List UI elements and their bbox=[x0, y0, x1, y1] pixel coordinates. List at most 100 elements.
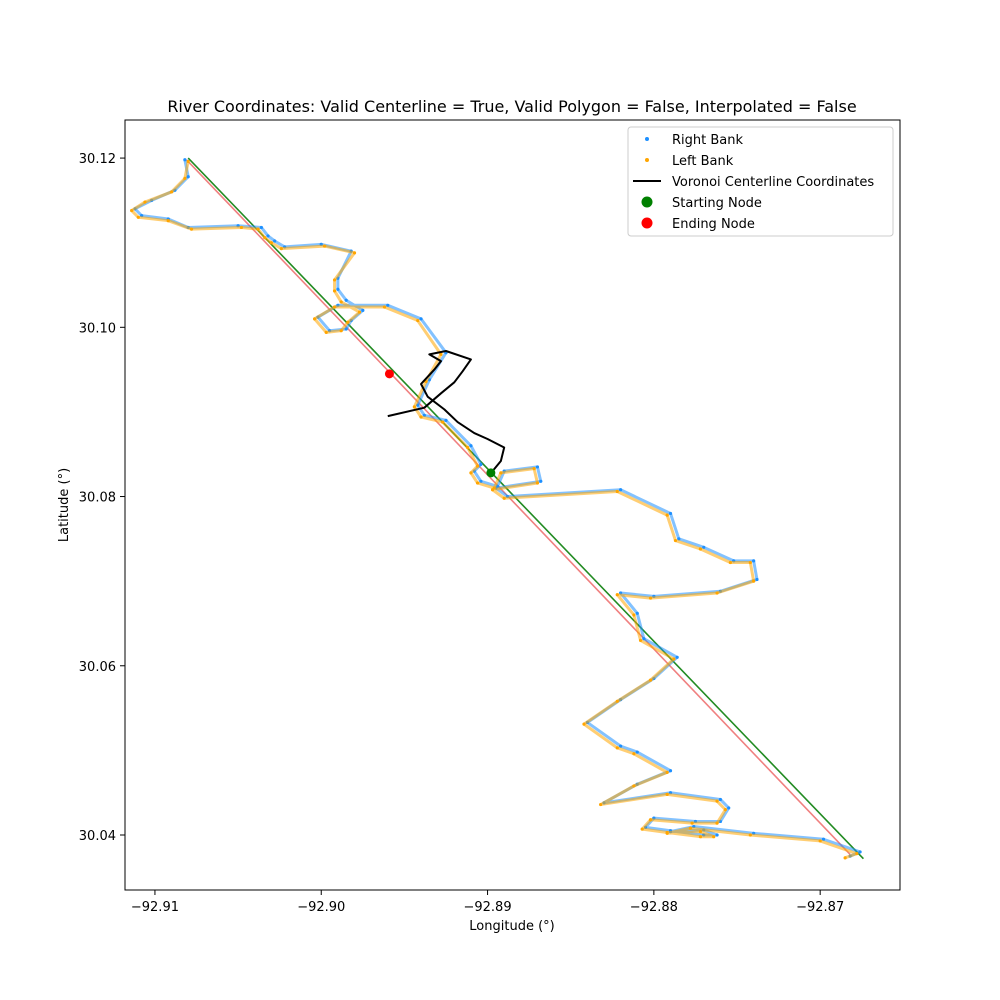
bank-point bbox=[465, 445, 470, 450]
bank-point bbox=[332, 278, 337, 282]
series-left-bank bbox=[130, 159, 859, 860]
bank-point bbox=[339, 329, 343, 333]
bank-point bbox=[412, 405, 416, 409]
bank-point bbox=[818, 839, 822, 843]
bank-point bbox=[256, 227, 260, 231]
bank-point bbox=[858, 850, 862, 854]
bank-point bbox=[475, 464, 480, 468]
bank-point bbox=[672, 657, 676, 661]
bank-point bbox=[339, 300, 343, 304]
bank-point bbox=[444, 418, 448, 422]
bank-point bbox=[186, 159, 190, 164]
bank-point bbox=[361, 308, 365, 312]
axes-frame bbox=[124, 119, 901, 891]
bank-point bbox=[632, 613, 636, 617]
bank-point bbox=[263, 236, 267, 240]
chart-title: River Coordinates: Valid Centerline = Tr… bbox=[167, 97, 856, 116]
bank-point bbox=[632, 784, 636, 788]
bank-point bbox=[688, 826, 693, 830]
bank-point bbox=[668, 511, 673, 516]
bank-point bbox=[490, 488, 495, 492]
bank-point bbox=[166, 219, 170, 223]
legend-marker-left-bank bbox=[645, 158, 649, 162]
bank-point bbox=[183, 176, 187, 180]
bank-point bbox=[322, 244, 327, 248]
bank-point bbox=[752, 559, 756, 563]
bank-point bbox=[715, 821, 719, 825]
bank-point bbox=[755, 577, 759, 582]
legend-marker-starting-node bbox=[641, 196, 653, 208]
bank-point bbox=[632, 752, 636, 756]
x-tick-label: −92.90 bbox=[297, 900, 345, 915]
x-tick-label: −92.87 bbox=[796, 900, 844, 915]
bank-point bbox=[336, 287, 340, 291]
bank-point bbox=[715, 591, 719, 595]
bank-point bbox=[344, 298, 348, 302]
bank-point bbox=[239, 225, 244, 230]
bank-point bbox=[615, 489, 619, 494]
bank-point bbox=[479, 479, 483, 483]
bank-point bbox=[712, 835, 716, 839]
bank-point bbox=[273, 239, 277, 243]
y-tick-label: 30.12 bbox=[79, 152, 116, 167]
x-tick-label: −92.91 bbox=[131, 900, 179, 915]
bank-point bbox=[675, 655, 679, 659]
legend-label-left-bank: Left Bank bbox=[672, 154, 734, 169]
starting-node-marker bbox=[486, 468, 496, 478]
x-axis: −92.91 −92.90 −92.89 −92.88 −92.87 bbox=[131, 890, 844, 915]
bank-point bbox=[136, 215, 140, 219]
bank-point bbox=[441, 420, 445, 424]
bank-point bbox=[346, 320, 350, 324]
legend-label-voronoi-centerline-coordinates: Voronoi Centerline Coordinates bbox=[672, 175, 874, 190]
bank-point bbox=[648, 596, 653, 600]
bank-point bbox=[635, 750, 639, 754]
y-axis-title: Latitude (°) bbox=[57, 468, 72, 542]
bank-point bbox=[189, 227, 194, 231]
bank-point bbox=[143, 200, 147, 204]
bank-point bbox=[821, 837, 826, 841]
bank-point bbox=[259, 225, 263, 230]
bank-point bbox=[582, 722, 586, 726]
y-tick-label: 30.04 bbox=[79, 829, 116, 844]
bank-point bbox=[638, 638, 643, 642]
bank-point bbox=[615, 593, 619, 597]
bank-point bbox=[640, 827, 644, 831]
y-tick-label: 30.08 bbox=[79, 491, 116, 506]
bank-point bbox=[324, 330, 328, 334]
bank-point bbox=[752, 579, 756, 583]
bank-point bbox=[665, 770, 669, 774]
bank-point bbox=[386, 303, 390, 307]
bank-point bbox=[698, 547, 703, 551]
legend-marker-ending-node bbox=[641, 217, 653, 229]
bank-point bbox=[673, 538, 678, 543]
bank-point bbox=[357, 310, 362, 314]
bank-point bbox=[615, 699, 619, 703]
bank-point bbox=[715, 833, 719, 837]
centerline-path bbox=[387, 350, 506, 472]
bank-point bbox=[702, 545, 706, 549]
bank-point bbox=[539, 479, 543, 483]
bank-point bbox=[130, 208, 134, 213]
legend-box bbox=[627, 126, 894, 237]
bank-point bbox=[532, 467, 536, 471]
x-axis-title: Longitude (°) bbox=[469, 919, 554, 934]
bank-point bbox=[502, 496, 506, 500]
bank-point bbox=[668, 769, 673, 773]
bank-point bbox=[748, 560, 752, 565]
bank-point bbox=[718, 797, 722, 802]
bank-point bbox=[698, 830, 703, 834]
bank-point bbox=[855, 852, 859, 856]
bank-point bbox=[665, 513, 669, 517]
bank-point bbox=[266, 234, 270, 238]
bank-point bbox=[665, 831, 669, 835]
bank-point bbox=[642, 637, 646, 641]
bank-point bbox=[690, 821, 694, 825]
x-tick-label: −92.88 bbox=[630, 900, 678, 915]
bank-point bbox=[382, 305, 387, 309]
bank-point bbox=[419, 415, 423, 419]
bank-point bbox=[344, 327, 348, 331]
bank-point bbox=[469, 471, 473, 475]
bank-point bbox=[535, 481, 540, 485]
legend-label-ending-node: Ending Node bbox=[672, 217, 755, 232]
bank-point bbox=[619, 744, 623, 748]
